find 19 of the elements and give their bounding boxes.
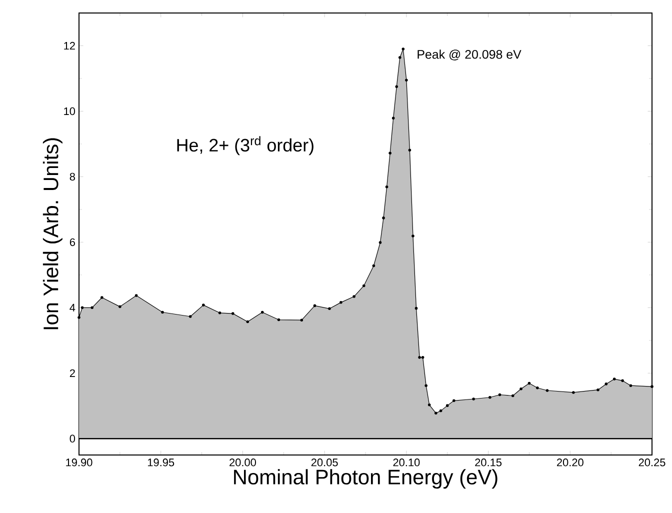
x-tick-label: 20.25 <box>638 458 666 466</box>
y-tick-label: 12 <box>64 42 75 50</box>
x-tick-label: 20.20 <box>556 458 584 466</box>
x-tick-label: 20.05 <box>311 458 338 466</box>
x-axis-title: Nominal Photon Energy (eV) <box>234 469 498 489</box>
x-tick-label: 19.95 <box>148 458 174 466</box>
x-tick-label: 20.15 <box>475 458 502 466</box>
x-tick-label: 20.10 <box>393 458 420 466</box>
y-tick-label: 4 <box>70 304 76 312</box>
y-tick-label: 2 <box>70 369 75 377</box>
y-axis-title: Ion Yield (Arb. Units) <box>42 138 62 330</box>
annotation: He, 2+ (3$^{rd}$ order) <box>177 136 314 156</box>
x-tick-label: 19.90 <box>66 458 92 466</box>
y-tick-label: 0 <box>70 434 76 443</box>
y-tick-label: 10 <box>64 107 76 116</box>
y-tick-label: 8 <box>70 172 75 181</box>
y-tick-label: 6 <box>70 238 75 246</box>
x-tick-label: 20.00 <box>230 458 256 466</box>
annotation: Peak @ 20.098 eV <box>418 50 522 60</box>
